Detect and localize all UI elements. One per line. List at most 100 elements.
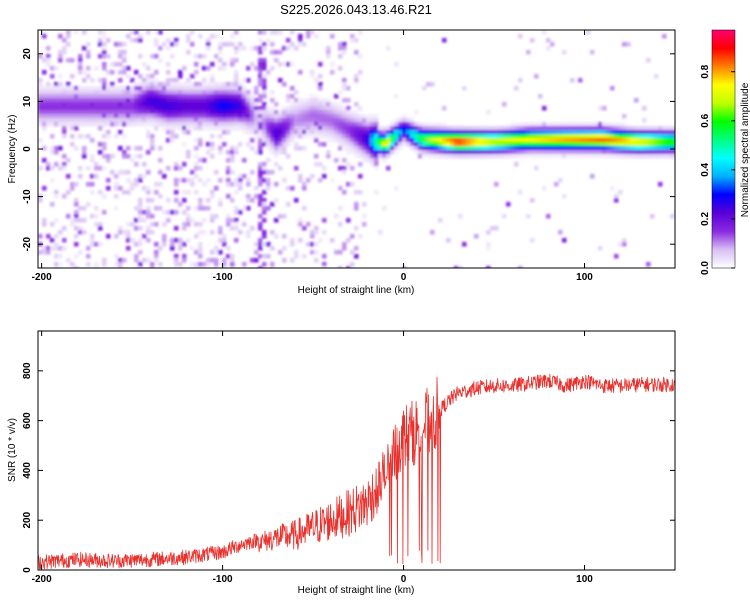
heatmap-cell [42,122,47,127]
heatmap-cell [382,138,387,143]
heatmap-cell [78,94,83,99]
heatmap-cell [138,118,143,123]
heatmap-cell [238,186,243,191]
heatmap-cell [254,250,259,255]
heatmap-cell [118,78,123,83]
heatmap-cell [126,190,131,195]
heatmap-cell [302,126,307,131]
heatmap-cell [50,202,55,207]
heatmap-cell [350,126,355,131]
heatmap-cell [58,230,63,235]
heatmap-cell [174,126,179,131]
heatmap-cell [522,150,527,155]
heatmap-cell [182,86,187,91]
heatmap-cell [126,34,131,39]
heatmap-cell [174,182,179,187]
snr-y-tick-label: 0 [22,567,33,573]
heatmap-cell [58,98,63,103]
heatmap-cell [202,82,207,87]
heatmap-cell [262,114,267,119]
heatmap-cell [66,90,71,95]
heatmap-cell [570,154,575,159]
heatmap-cell [42,110,47,115]
heatmap-cell [74,106,79,111]
heatmap-cell [102,42,107,47]
heatmap-cell [102,78,107,83]
heatmap-cell [222,42,227,47]
heatmap-cell [54,110,59,115]
heatmap-cell [618,154,623,159]
heatmap-cell [190,106,195,111]
heatmap-cell [182,102,187,107]
heatmap-cell [270,90,275,95]
heatmap-cell [610,186,615,191]
snr-y-tick-label: 400 [22,462,33,479]
heatmap-cell [298,38,303,43]
heatmap-cell [286,46,291,51]
heatmap-cell [222,114,227,119]
heatmap-cell [638,134,643,139]
heatmap-cell [218,122,223,127]
heatmap-cell [74,30,79,35]
heatmap-cell [358,130,363,135]
heatmap-cell [230,34,235,39]
heatmap-cell [462,134,467,139]
heatmap-cell [142,114,147,119]
heatmap-cell [362,142,367,147]
heatmap-cell [318,82,323,87]
heatmap-cell [274,114,279,119]
heatmap-cell [58,34,63,39]
heatmap-cell [294,98,299,103]
heatmap-cell [190,30,195,35]
heatmap-cell [214,106,219,111]
heatmap-cell [502,154,507,159]
heatmap-cell [338,118,343,123]
heatmap-cell [338,206,343,211]
heatmap-cell [186,102,191,107]
heatmap-cell [458,154,463,159]
heatmap-cell [146,190,151,195]
heatmap-cell [42,218,47,223]
heatmap-cell [258,94,263,99]
heatmap-cell [206,206,211,211]
heatmap-cell [406,134,411,139]
heatmap-cell [38,90,43,95]
heatmap-cell [90,86,95,91]
heatmap-cell [490,154,495,159]
heatmap-cell [134,110,139,115]
heatmap-cell [130,98,135,103]
heatmap-cell [314,78,319,83]
heatmap-cell [310,74,315,79]
heatmap-cell [78,102,83,107]
heatmap-cell [418,122,423,127]
heatmap-cell [342,246,347,251]
heatmap-cell [382,146,387,151]
heatmap-cell [650,150,655,155]
heatmap-cell [314,118,319,123]
heatmap-cell [258,126,263,131]
heatmap-cell [498,138,503,143]
heatmap-cell [406,122,411,127]
heatmap-cell [278,50,283,55]
heatmap-cell [86,254,91,259]
heatmap-cell [178,82,183,87]
heatmap-cell [82,146,87,151]
heatmap-cell [506,150,511,155]
heatmap-cell [478,150,483,155]
heatmap-cell [218,58,223,63]
heatmap-cell [166,122,171,127]
heatmap-cell [322,114,327,119]
heatmap-cell [98,166,103,171]
heatmap-cell [634,98,639,103]
heatmap-cell [146,198,151,203]
heatmap-cell [242,174,247,179]
heatmap-cell [542,134,547,139]
heatmap-cell [462,126,467,131]
heatmap-cell [250,146,255,151]
colorbar-label: Normalized spectral amplitude [740,82,750,217]
heatmap-cell [82,218,87,223]
heatmap-cell [74,198,79,203]
heatmap-cell [54,162,59,167]
heatmap-cell [46,246,51,251]
heatmap-cell [406,130,411,135]
